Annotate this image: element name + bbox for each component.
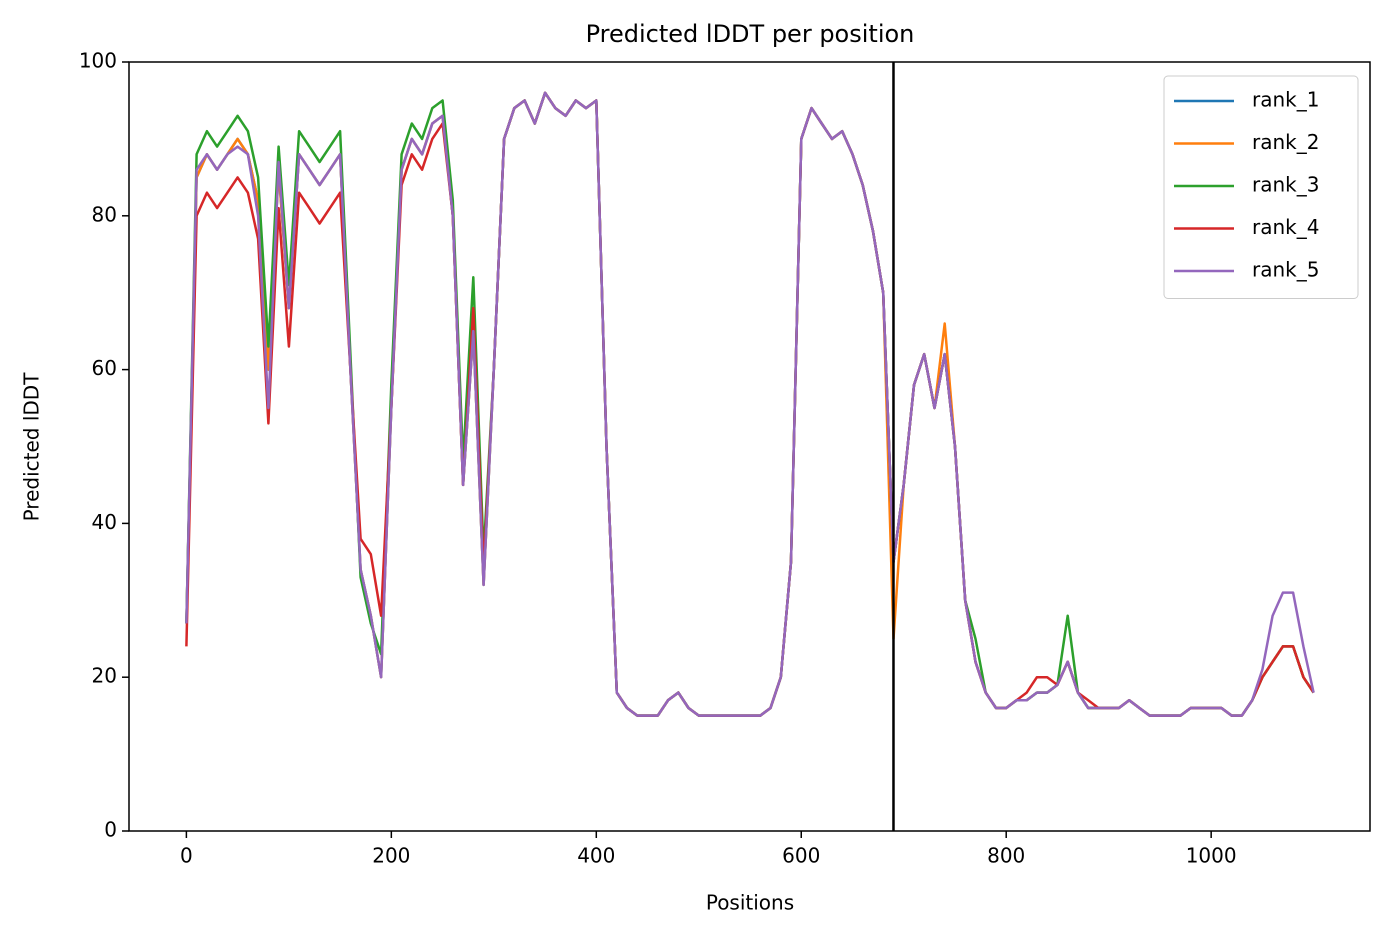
legend-label: rank_1 [1252,88,1319,112]
series-line [185,91,1315,717]
y-tick-label: 20 [92,664,117,688]
series-line [185,91,1315,717]
series-line [185,91,1315,717]
chart-title: Predicted lDDT per position [586,20,915,48]
legend-label: rank_4 [1252,215,1319,239]
y-tick-label: 40 [92,510,117,534]
legend-box [1163,75,1359,299]
legend-label: rank_3 [1252,173,1319,197]
x-tick-label: 200 [372,844,410,868]
y-tick-label: 100 [79,49,117,73]
series-line [185,91,1315,717]
plot-frame [128,61,1371,832]
x-tick-label: 800 [987,844,1025,868]
y-tick-label: 80 [92,202,117,226]
x-tick-label: 400 [577,844,615,868]
y-tick-label: 0 [104,818,117,842]
x-axis-label: Positions [706,891,794,915]
legend-label: rank_2 [1252,130,1319,154]
x-tick-label: 600 [782,844,820,868]
y-axis-label: Predicted lDDT [20,372,44,522]
x-tick-label: 0 [180,844,193,868]
x-tick-label: 1000 [1186,844,1237,868]
legend-label: rank_5 [1252,258,1319,282]
series-line [185,91,1315,717]
y-tick-label: 60 [92,356,117,380]
